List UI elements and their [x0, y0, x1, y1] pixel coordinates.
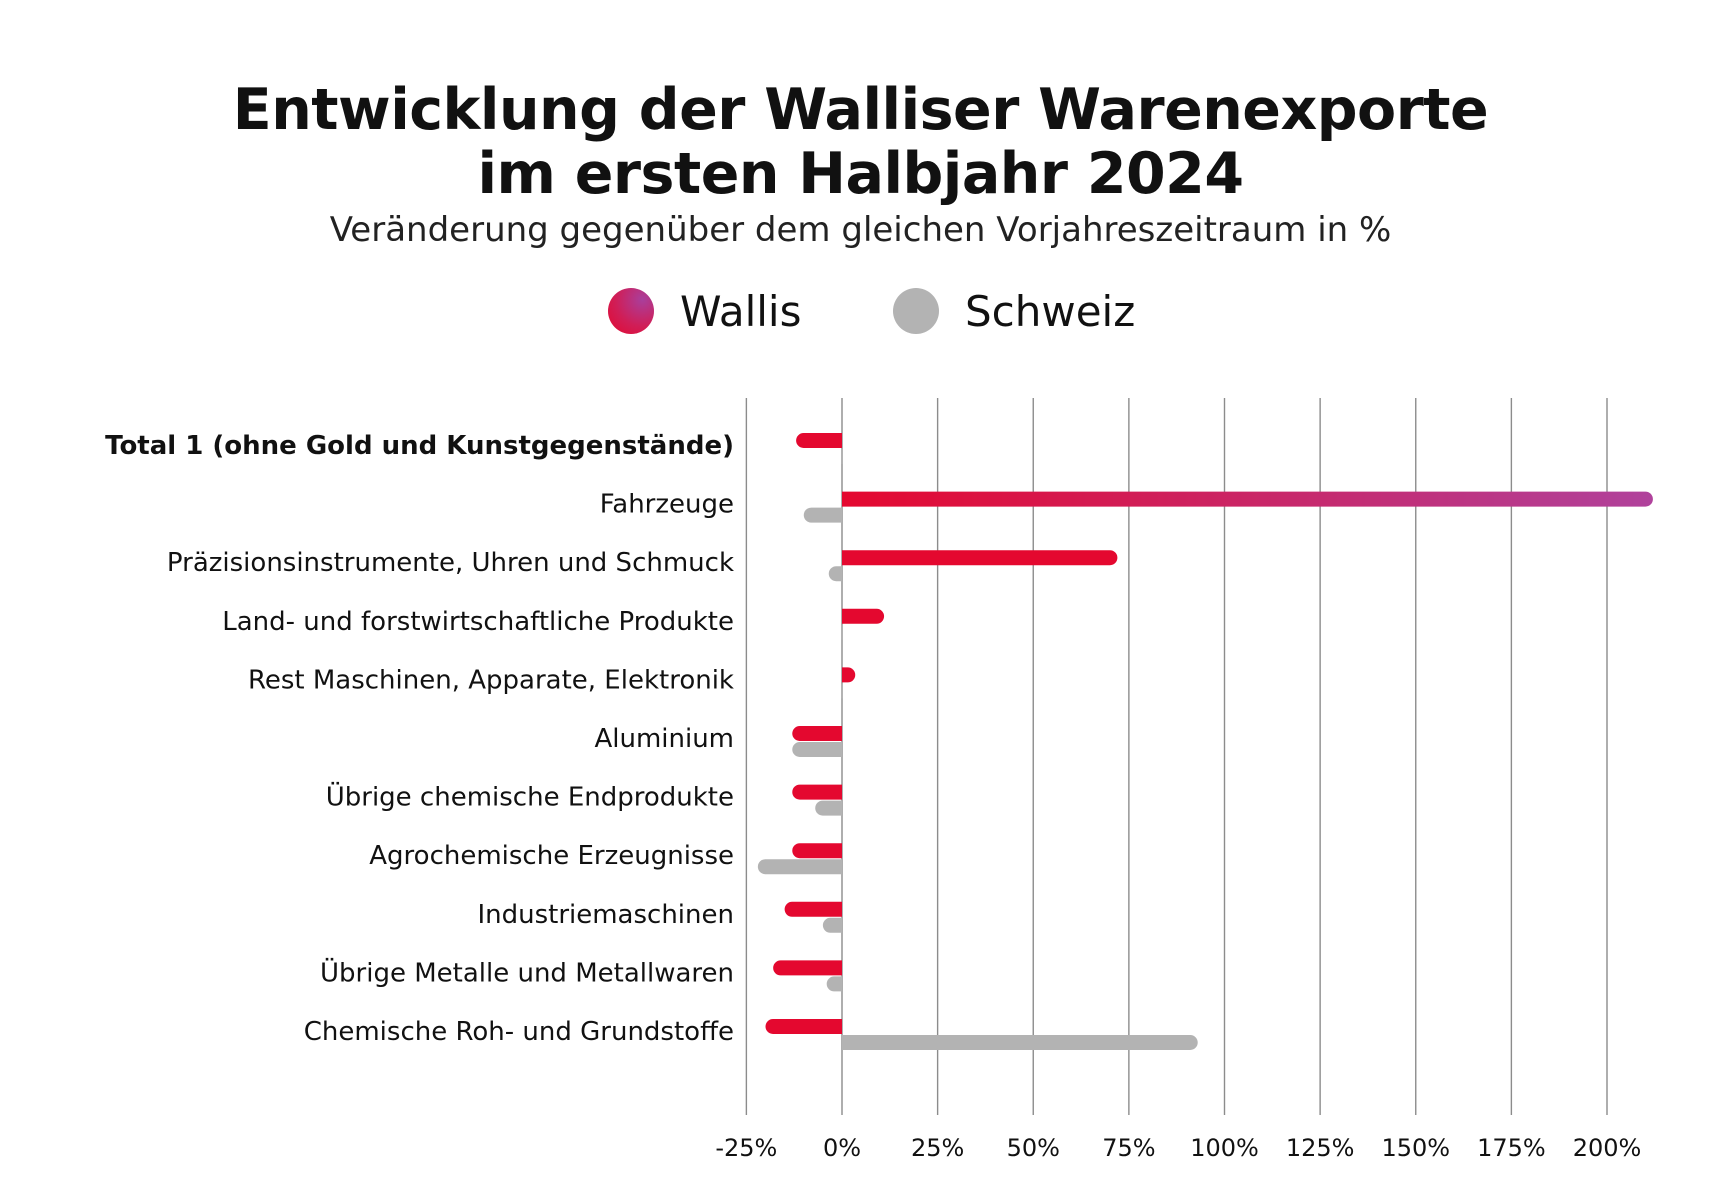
category-label: Industriemaschinen	[477, 900, 734, 930]
bar-schweiz	[826, 976, 842, 992]
chart-title-line-1: Entwicklung der Walliser Warenexporte	[232, 77, 1489, 143]
bar-schweiz	[757, 859, 842, 875]
category-label: Fahrzeuge	[600, 490, 734, 520]
bar-wallis	[842, 491, 1653, 507]
category-label: Übrige Metalle und Metallwaren	[320, 956, 734, 988]
x-tick-label: 100%	[1190, 1134, 1259, 1162]
bar-wallis	[784, 901, 842, 917]
chart-title-line-2: im ersten Halbjahr 2024	[477, 141, 1245, 207]
bars	[757, 433, 1653, 1050]
category-label: Total 1 (ohne Gold und Kunstgegenstände)	[105, 431, 734, 461]
category-label: Rest Maschinen, Apparate, Elektronik	[248, 665, 734, 695]
bar-schweiz	[828, 566, 842, 582]
category-label: Übrige chemische Endprodukte	[326, 781, 734, 813]
bar-schweiz	[841, 449, 843, 464]
x-tick-label: -25%	[715, 1134, 777, 1162]
bar-schweiz	[842, 1035, 1198, 1050]
gridlines	[745, 398, 1608, 1115]
category-labels: Total 1 (ohne Gold und Kunstgegenstände)…	[105, 431, 734, 1047]
bar-wallis	[796, 433, 842, 448]
legend-label-wallis: Wallis	[680, 286, 802, 336]
bar-schweiz	[822, 917, 842, 933]
x-tick-label: 0%	[823, 1134, 861, 1162]
bar-schweiz	[815, 800, 842, 816]
bar-wallis	[842, 608, 885, 624]
category-label: Chemische Roh- und Grundstoffe	[304, 1017, 734, 1047]
bar-schweiz	[841, 624, 843, 640]
bar-wallis	[792, 784, 842, 800]
legend-swatch-wallis	[608, 288, 654, 334]
bar-schweiz	[803, 507, 842, 523]
chart-subtitle: Veränderung gegenüber dem gleichen Vorja…	[329, 210, 1392, 250]
legend-item-wallis: Wallis	[608, 283, 801, 339]
category-label: Agrochemische Erzeugnisse	[369, 841, 734, 871]
bar-wallis	[842, 667, 856, 683]
bar-wallis	[792, 726, 842, 741]
legend-label-schweiz: Schweiz	[965, 286, 1136, 336]
bar-wallis	[842, 550, 1118, 566]
x-tick-label: 175%	[1477, 1134, 1546, 1162]
x-tick-label: 125%	[1286, 1134, 1355, 1162]
x-tick-label: 75%	[1102, 1134, 1155, 1162]
legend-item-schweiz: Schweiz	[893, 283, 1135, 339]
bar-schweiz	[841, 683, 843, 699]
legend-swatch-schweiz	[893, 288, 939, 334]
x-tick-label: 50%	[1007, 1134, 1060, 1162]
bar-wallis	[773, 960, 842, 976]
bar-wallis	[765, 1019, 842, 1034]
x-tick-label: 150%	[1381, 1134, 1450, 1162]
category-label: Land- und forstwirtschaftliche Produkte	[222, 607, 734, 637]
x-tick-label: 200%	[1573, 1134, 1642, 1162]
category-label: Aluminium	[594, 724, 734, 754]
bar-wallis	[792, 843, 842, 859]
bar-schweiz	[792, 742, 842, 757]
category-label: Präzisionsinstrumente, Uhren und Schmuck	[167, 548, 734, 578]
x-tick-label: 25%	[911, 1134, 964, 1162]
x-axis-tick-labels: -25% 0% 25% 50% 75% 100% 125% 150% 175% 200%	[715, 1134, 1641, 1162]
